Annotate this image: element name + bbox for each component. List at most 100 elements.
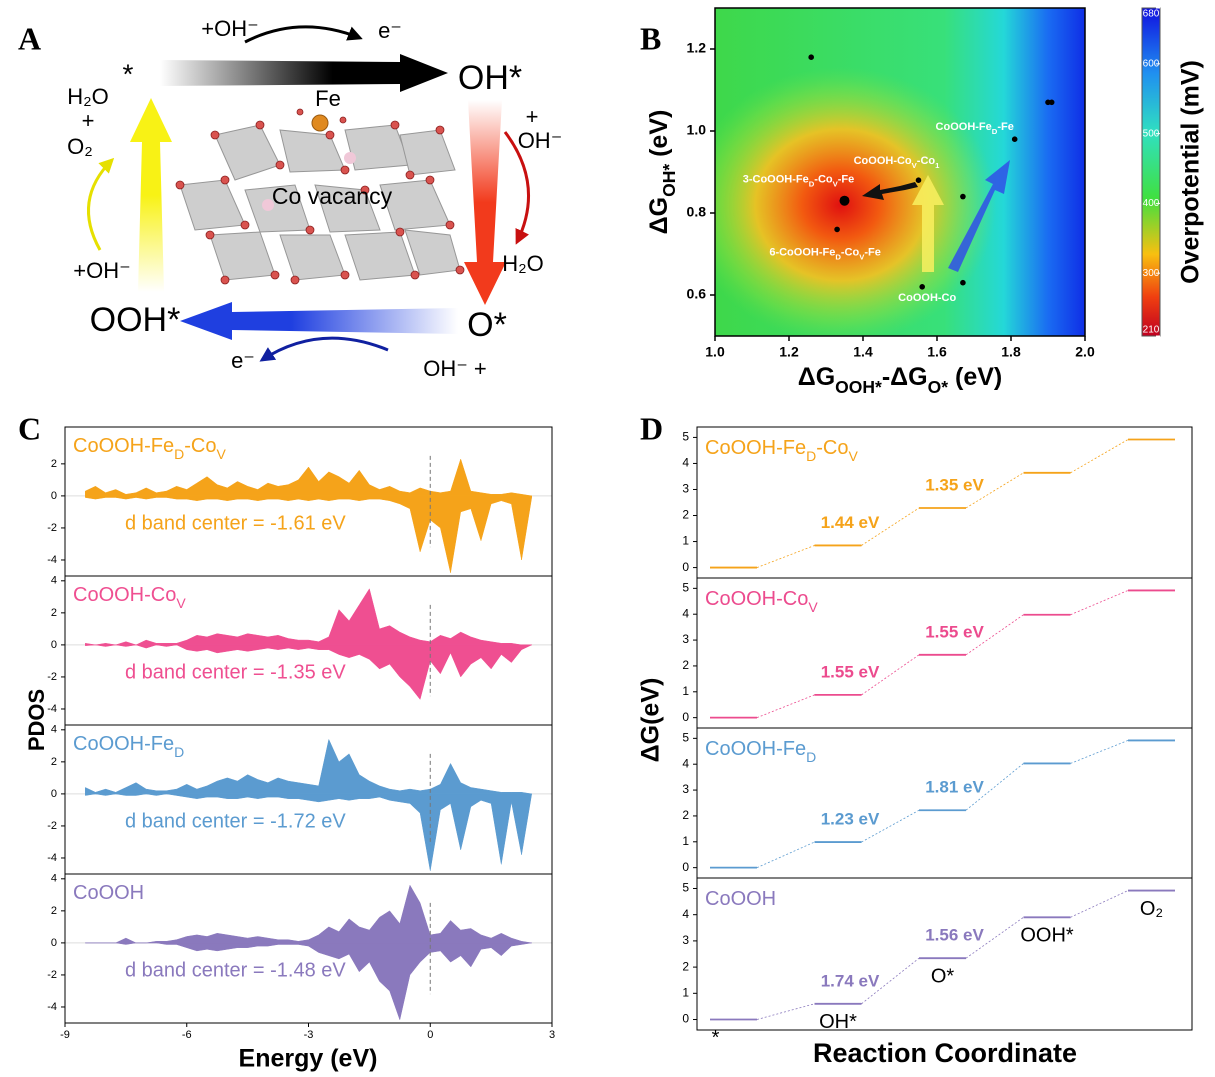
y-tick-label: 2: [51, 756, 57, 768]
y-tick-label: 2: [682, 959, 689, 973]
x-axis-label: ΔGOOH*-ΔGO* (eV): [798, 363, 1002, 397]
subplot-title-part: CoOOH: [705, 888, 776, 910]
curve-arrow: [244, 25, 363, 44]
y-tick-label: 3: [682, 632, 689, 646]
y-tick-label: 1.2: [687, 40, 707, 56]
subplot-title-part: -Co: [184, 435, 216, 457]
y-tick-label: 4: [682, 606, 689, 620]
x-axis-label: Energy (eV): [239, 1045, 378, 1073]
atoms: [175, 108, 465, 285]
point: [1048, 99, 1055, 106]
co-atom: [344, 152, 356, 164]
y-tick-label: 0: [51, 490, 57, 502]
diagram-label: +OH⁻: [201, 16, 258, 41]
connector: [756, 1003, 815, 1020]
y-tick-label: 1.0: [687, 122, 707, 138]
diagram-label: *: [123, 58, 134, 89]
connector: [861, 957, 920, 1005]
point-label-part: -Co: [917, 155, 936, 167]
y-tick-label: -2: [47, 671, 57, 683]
y-tick-label: 5: [682, 731, 689, 745]
pdos-area: [85, 495, 532, 573]
y-tick-label: -4: [47, 852, 57, 864]
x-tick-label: 1.8: [1001, 344, 1021, 360]
pdos-area: [85, 738, 532, 795]
trend-arrow: [862, 182, 918, 200]
pdos-area: [85, 588, 532, 646]
y-tick-label: 0: [682, 710, 689, 724]
y-tick-label: 2: [682, 808, 689, 822]
annotation: 1.44 eV: [821, 513, 880, 532]
colorbar-tick-label: 500: [1143, 128, 1160, 139]
diagram-label: H₂O: [502, 251, 544, 276]
y-tick-label: 0: [51, 937, 57, 949]
colorbar-tick-label: 600: [1143, 58, 1160, 69]
annotation: 1.35 eV: [925, 475, 984, 494]
point-label-part: V: [833, 179, 839, 188]
connector: [756, 694, 815, 719]
pdos-area: [85, 942, 532, 1021]
annotation: d band center = -1.48 eV: [125, 959, 346, 981]
pdos-area: [85, 793, 533, 871]
x-axis-label-part: -ΔG: [882, 363, 928, 391]
y-tick-label: -2: [47, 522, 57, 534]
y-tick-label: 5: [682, 430, 689, 444]
arrow: [130, 98, 172, 292]
subplot-title-part: CoOOH-Fe: [73, 733, 174, 755]
diagram-label: +: [526, 104, 539, 129]
subplot-title-part: CoOOH-Co: [73, 584, 176, 606]
subplot-title: CoOOH-FeD-CoV: [73, 435, 226, 461]
panel-a-art: [87, 25, 531, 362]
point-label-part: CoOOH-Co: [898, 292, 956, 304]
subplot-title-part: V: [848, 448, 858, 464]
y-tick-label: 0.8: [687, 204, 707, 220]
point-label-part: -Fe: [838, 174, 855, 186]
point-label-part: D: [809, 179, 815, 188]
y-tick-label: 0: [51, 788, 57, 800]
plot-frame: [714, 7, 1086, 337]
y-tick-label: 5: [682, 581, 689, 595]
annotation: 1.55 eV: [925, 622, 984, 641]
y-tick-label: -4: [47, 1001, 57, 1013]
y-tick-label: 1: [682, 534, 689, 548]
point-label-part: D: [835, 252, 841, 261]
plot-frame: [696, 877, 1193, 1031]
y-tick-label: 0: [682, 560, 689, 574]
crystal: [179, 124, 461, 281]
connector: [965, 763, 1024, 811]
subplot-title-part: V: [216, 446, 226, 462]
point-label-part: CoOOH-Co: [854, 155, 912, 167]
colorbar-label: Overpotential (mV): [1177, 60, 1205, 284]
y-tick-label: 2: [51, 607, 57, 619]
x-tick-label: 1.2: [779, 344, 799, 360]
y-tick-label: 2: [51, 905, 57, 917]
subplot-title: CoOOH: [705, 888, 776, 910]
y-tick-label: 1: [682, 834, 689, 848]
subplot-title-part: D: [174, 446, 184, 462]
point-label-part: V: [859, 252, 865, 261]
point-label: CoOOH-Co: [898, 292, 956, 304]
y-tick-label: 1: [682, 985, 689, 999]
y-tick-label: 4: [51, 873, 57, 885]
connector: [756, 545, 815, 568]
subplot-title-part: CoOOH-Co: [705, 588, 808, 610]
trend-arrow: [912, 175, 944, 272]
pdos-area: [85, 458, 532, 497]
y-tick-label: 3: [682, 782, 689, 796]
fe-atom: [311, 114, 329, 132]
x-tick-label: 3: [549, 1029, 555, 1041]
colorbar-tick-label: 210: [1143, 325, 1160, 336]
point: [915, 177, 922, 183]
x-tick-label: 1.0: [705, 344, 725, 360]
y-tick-label: -4: [47, 554, 57, 566]
diagram-label: H₂O: [67, 84, 109, 109]
y-tick-label: 0.6: [687, 286, 707, 302]
point: [808, 54, 814, 60]
subplot-title-part: D: [806, 448, 816, 464]
point: [960, 193, 966, 200]
point-label-part: CoOOH-Fe: [936, 121, 992, 133]
colorbar-tick-label: 680: [1143, 9, 1160, 20]
step-label: OOH*: [1020, 925, 1074, 947]
x-tick-label: -3: [304, 1029, 314, 1041]
